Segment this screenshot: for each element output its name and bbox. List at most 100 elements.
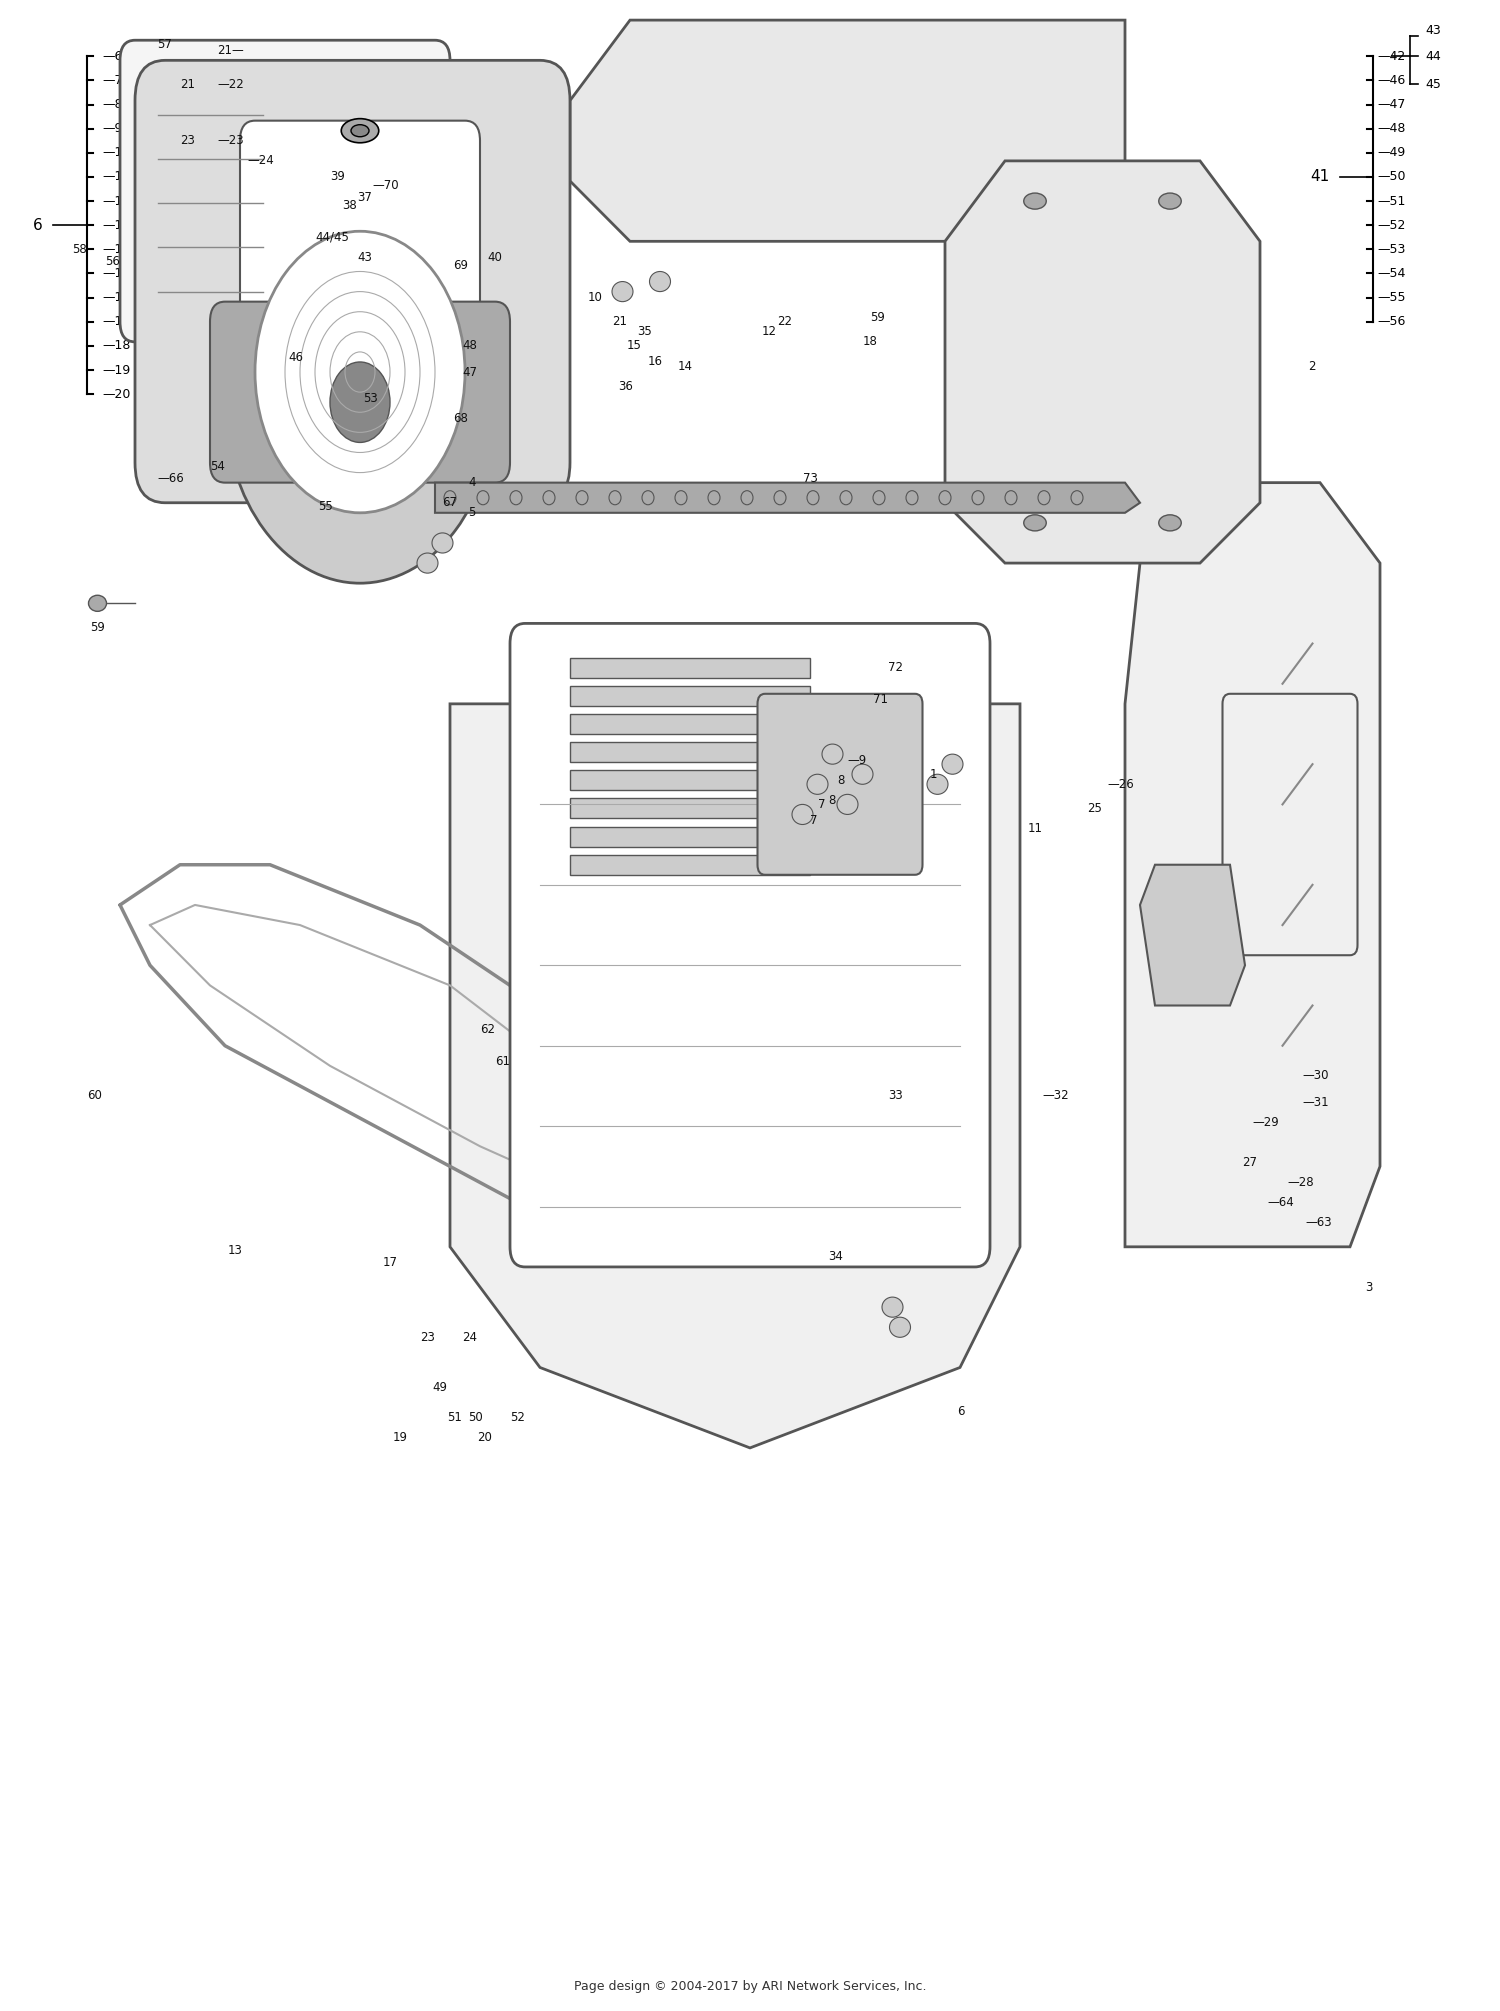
Text: —7: —7 bbox=[102, 74, 123, 86]
FancyBboxPatch shape bbox=[570, 770, 810, 790]
Text: —63: —63 bbox=[1305, 1217, 1332, 1229]
Text: 2: 2 bbox=[1308, 360, 1316, 372]
Text: 13: 13 bbox=[228, 1245, 243, 1257]
FancyBboxPatch shape bbox=[210, 302, 510, 483]
Text: —26: —26 bbox=[1107, 778, 1134, 790]
Text: 52: 52 bbox=[510, 1412, 525, 1424]
Text: —56: —56 bbox=[1377, 316, 1406, 328]
Text: 21: 21 bbox=[180, 78, 195, 90]
Text: —53: —53 bbox=[1377, 243, 1406, 255]
Text: —14: —14 bbox=[102, 243, 130, 255]
Ellipse shape bbox=[890, 1317, 910, 1337]
Text: 8: 8 bbox=[828, 794, 836, 806]
FancyBboxPatch shape bbox=[570, 855, 810, 875]
Text: —54: —54 bbox=[1377, 267, 1406, 280]
Text: —18: —18 bbox=[102, 340, 130, 352]
Text: 24: 24 bbox=[462, 1331, 477, 1343]
Text: —49: —49 bbox=[1377, 147, 1406, 159]
Text: —55: —55 bbox=[1377, 292, 1406, 304]
Polygon shape bbox=[570, 20, 1125, 241]
Text: 11: 11 bbox=[1028, 822, 1042, 835]
Text: 55: 55 bbox=[318, 501, 333, 513]
Text: —12: —12 bbox=[102, 195, 130, 207]
Text: —64: —64 bbox=[1268, 1197, 1294, 1209]
Text: 38: 38 bbox=[342, 199, 357, 211]
Text: —29: —29 bbox=[1252, 1116, 1280, 1128]
Text: 34: 34 bbox=[828, 1251, 843, 1263]
Text: 23: 23 bbox=[217, 105, 232, 117]
Text: —19: —19 bbox=[102, 364, 130, 376]
Text: 4: 4 bbox=[468, 477, 476, 489]
Text: 21: 21 bbox=[217, 44, 232, 56]
Ellipse shape bbox=[1158, 193, 1182, 209]
Text: 62: 62 bbox=[480, 1024, 495, 1036]
Text: 25: 25 bbox=[1088, 802, 1102, 814]
FancyBboxPatch shape bbox=[120, 40, 450, 342]
Text: 53: 53 bbox=[363, 392, 378, 404]
Polygon shape bbox=[945, 161, 1260, 563]
Text: 23: 23 bbox=[420, 1331, 435, 1343]
Text: 21: 21 bbox=[217, 58, 232, 70]
Text: 67: 67 bbox=[442, 497, 458, 509]
Text: 43: 43 bbox=[1425, 24, 1440, 36]
Text: 37: 37 bbox=[357, 191, 372, 203]
Text: 59: 59 bbox=[870, 312, 885, 324]
Text: 40: 40 bbox=[488, 251, 502, 263]
Text: 3: 3 bbox=[1365, 1281, 1372, 1293]
Ellipse shape bbox=[792, 804, 813, 825]
FancyBboxPatch shape bbox=[1222, 694, 1358, 955]
Text: 35: 35 bbox=[638, 326, 652, 338]
Text: 72: 72 bbox=[888, 662, 903, 674]
Ellipse shape bbox=[417, 553, 438, 573]
Polygon shape bbox=[435, 483, 1140, 513]
Text: 23: 23 bbox=[180, 135, 195, 147]
Text: 22: 22 bbox=[777, 316, 792, 328]
Text: 57: 57 bbox=[158, 38, 172, 50]
Circle shape bbox=[225, 221, 495, 583]
Circle shape bbox=[285, 302, 435, 503]
Text: 39: 39 bbox=[330, 171, 345, 183]
Text: —23: —23 bbox=[217, 135, 244, 147]
Text: —22: —22 bbox=[217, 78, 244, 90]
FancyBboxPatch shape bbox=[548, 654, 862, 895]
Text: —9: —9 bbox=[102, 123, 123, 135]
Text: —8: —8 bbox=[102, 99, 123, 111]
FancyBboxPatch shape bbox=[570, 798, 810, 818]
FancyBboxPatch shape bbox=[570, 658, 810, 678]
Text: —30: —30 bbox=[1302, 1070, 1329, 1082]
Text: 54: 54 bbox=[210, 461, 225, 473]
Ellipse shape bbox=[1023, 193, 1047, 209]
Text: —51: —51 bbox=[1377, 195, 1406, 207]
Text: —9: —9 bbox=[847, 754, 867, 766]
Text: 59: 59 bbox=[90, 621, 105, 633]
Text: 14: 14 bbox=[678, 360, 693, 372]
Text: 51: 51 bbox=[447, 1412, 462, 1424]
Text: —17: —17 bbox=[102, 316, 130, 328]
Text: —10: —10 bbox=[102, 147, 130, 159]
Text: 60: 60 bbox=[87, 1090, 102, 1102]
FancyBboxPatch shape bbox=[510, 623, 990, 1267]
Text: —42: —42 bbox=[1377, 50, 1406, 62]
Polygon shape bbox=[450, 704, 1020, 1448]
FancyBboxPatch shape bbox=[240, 121, 480, 342]
Text: 48: 48 bbox=[462, 340, 477, 352]
Text: 58: 58 bbox=[72, 243, 87, 255]
Text: —47: —47 bbox=[1377, 99, 1406, 111]
Polygon shape bbox=[1125, 483, 1380, 1247]
Text: 41: 41 bbox=[1311, 169, 1329, 185]
FancyBboxPatch shape bbox=[570, 714, 810, 734]
FancyBboxPatch shape bbox=[570, 686, 810, 706]
Ellipse shape bbox=[612, 282, 633, 302]
Text: —66: —66 bbox=[158, 473, 184, 485]
Text: 23: 23 bbox=[217, 119, 232, 131]
Ellipse shape bbox=[837, 794, 858, 814]
Text: 73: 73 bbox=[802, 473, 818, 485]
Text: 61: 61 bbox=[495, 1056, 510, 1068]
Text: —11: —11 bbox=[102, 171, 130, 183]
Text: 47: 47 bbox=[462, 366, 477, 378]
Text: 44/45: 44/45 bbox=[315, 231, 350, 243]
Text: 21: 21 bbox=[612, 316, 627, 328]
Ellipse shape bbox=[340, 119, 378, 143]
Text: —31: —31 bbox=[1302, 1096, 1329, 1108]
Text: 15: 15 bbox=[627, 340, 642, 352]
